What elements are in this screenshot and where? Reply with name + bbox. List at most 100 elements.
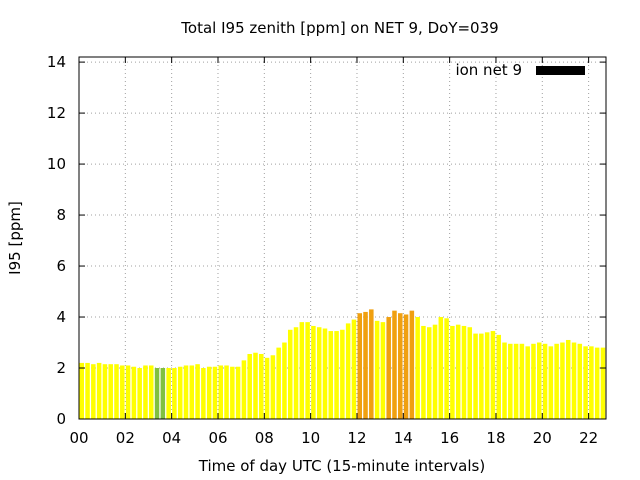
bar	[455, 324, 461, 419]
bar	[166, 368, 171, 419]
bar	[287, 329, 293, 419]
bar	[172, 368, 177, 419]
bar	[421, 325, 426, 419]
x-tick-label: 08	[255, 429, 274, 447]
bar	[212, 366, 218, 419]
bar	[409, 310, 415, 419]
plot-frame	[78, 56, 607, 420]
legend: ion net 9	[455, 61, 585, 79]
bar	[554, 343, 559, 419]
legend-swatch	[536, 66, 585, 75]
bar	[195, 364, 200, 419]
bar	[120, 365, 125, 419]
bar	[600, 347, 606, 419]
bar	[467, 327, 473, 419]
bar	[490, 331, 496, 419]
bar	[201, 368, 206, 419]
bar	[328, 331, 334, 419]
bar	[351, 319, 357, 419]
x-tick-label: 14	[394, 429, 413, 447]
bar	[282, 342, 287, 419]
x-tick-label: 18	[486, 429, 505, 447]
bar	[311, 325, 316, 419]
x-tick-label: 22	[579, 429, 598, 447]
x-tick-label: 20	[533, 429, 552, 447]
bar	[577, 343, 583, 419]
bar	[276, 347, 281, 419]
x-tick-label: 10	[301, 429, 320, 447]
chart-title: Total I95 zenith [ppm] on NET 9, DoY=039	[180, 19, 498, 37]
x-tick-label: 00	[69, 429, 88, 447]
bar	[369, 309, 374, 419]
bar	[461, 325, 467, 419]
y-tick-label: 4	[56, 308, 66, 326]
bar	[206, 366, 212, 419]
y-axis-label: I95 [ppm]	[6, 201, 24, 275]
bar	[114, 364, 119, 419]
bar	[79, 362, 85, 419]
bar	[305, 322, 310, 419]
x-tick-label: 02	[116, 429, 135, 447]
legend-label: ion net 9	[455, 61, 522, 79]
bar	[438, 317, 444, 419]
bar	[247, 353, 252, 419]
bar	[392, 310, 397, 419]
bar	[91, 364, 96, 419]
bar	[148, 365, 154, 419]
y-tick-label: 0	[56, 410, 66, 428]
bar	[542, 343, 548, 419]
y-tick-label: 2	[56, 359, 66, 377]
bar	[357, 313, 362, 419]
bar	[548, 346, 554, 419]
bar	[241, 360, 247, 419]
bar	[589, 346, 594, 419]
bar	[513, 343, 519, 419]
bar	[230, 366, 235, 419]
bar	[502, 342, 507, 419]
bars	[79, 309, 606, 419]
bar	[508, 343, 513, 419]
bar	[334, 331, 339, 419]
bar	[183, 365, 189, 419]
bar	[218, 365, 224, 419]
bar	[131, 366, 137, 419]
bar	[380, 322, 386, 419]
bar	[108, 364, 113, 419]
bar	[415, 317, 420, 419]
bar	[96, 362, 102, 419]
bar	[259, 353, 264, 419]
bar	[426, 327, 432, 419]
bar	[479, 333, 484, 419]
bar	[403, 314, 409, 419]
y-tick-label: 8	[56, 206, 66, 224]
x-tick-label: 04	[162, 429, 181, 447]
bar	[177, 366, 183, 419]
bar	[565, 339, 571, 419]
y-tick-label: 12	[47, 104, 66, 122]
bar	[594, 347, 600, 419]
y-tick-label: 10	[47, 155, 66, 173]
bar	[531, 343, 536, 419]
bar	[143, 365, 148, 419]
bar	[525, 346, 530, 419]
grid-lines	[79, 57, 606, 419]
bar	[484, 332, 490, 419]
bar	[299, 322, 305, 419]
bar	[253, 352, 258, 419]
bar	[571, 342, 577, 419]
bar	[473, 333, 478, 419]
bar	[189, 365, 195, 419]
bar	[363, 311, 368, 419]
bar	[125, 365, 131, 419]
y-tick-label: 6	[56, 257, 66, 275]
x-tick-label: 06	[208, 429, 227, 447]
x-tick-label: 12	[347, 429, 366, 447]
x-tick-label: 16	[440, 429, 459, 447]
bar	[537, 342, 542, 419]
bar	[444, 318, 449, 419]
bar	[450, 325, 455, 419]
bar	[583, 346, 588, 419]
bar	[398, 313, 403, 419]
